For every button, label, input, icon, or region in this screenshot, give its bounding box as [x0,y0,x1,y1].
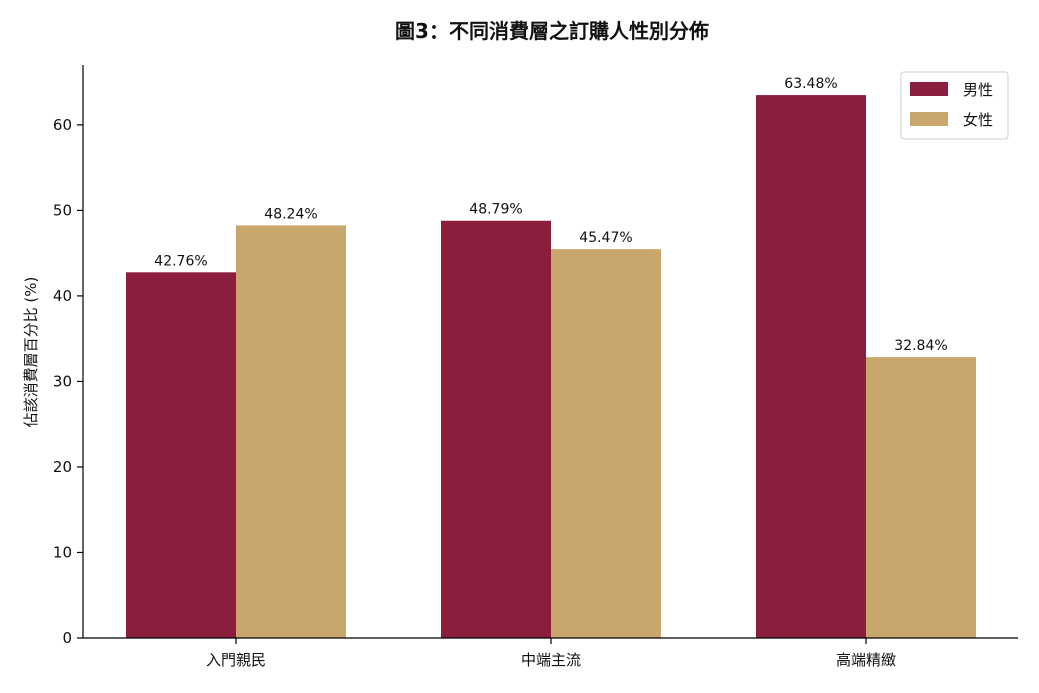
y-tick-label: 50 [53,201,72,219]
legend-label-0: 男性 [963,81,993,99]
chart-title: 圖3：不同消費層之訂購人性別分佈 [395,19,709,43]
y-axis-label: 佔該消費層百分比 (%) [22,277,40,428]
data-labels-group: 42.76% 48.79% 63.48% 48.24% 45.47% 32.84% [154,76,947,354]
y-tick-label: 60 [53,116,72,134]
y-axis: 0 10 20 30 40 50 60 [53,65,84,647]
y-tick-label: 0 [62,629,72,647]
y-tick-label: 30 [53,372,72,390]
data-label-0-2: 63.48% [784,76,837,92]
data-label-0-0: 42.76% [154,253,207,269]
y-tick-label: 40 [53,287,72,305]
data-label-1-2: 32.84% [894,338,947,354]
x-tick-label: 中端主流 [521,651,581,669]
bar-1-2 [866,357,976,638]
legend-swatch-0 [910,82,948,96]
legend-label-1: 女性 [963,111,993,129]
bars-group [126,95,976,638]
data-label-1-0: 48.24% [264,206,317,222]
data-label-1-1: 45.47% [579,230,632,246]
bar-0-0 [126,272,236,638]
legend-swatch-1 [910,112,948,126]
bar-0-1 [441,220,551,638]
y-tick-label: 10 [53,543,72,561]
x-tick-label: 入門親民 [206,651,266,669]
bar-1-1 [551,249,661,638]
bar-1-0 [236,225,346,638]
y-tick-label: 20 [53,458,72,476]
bar-0-2 [756,95,866,638]
x-axis: 入門親民 中端主流 高端精緻 [83,637,1018,669]
x-tick-label: 高端精緻 [836,651,896,669]
data-label-0-1: 48.79% [469,202,522,218]
